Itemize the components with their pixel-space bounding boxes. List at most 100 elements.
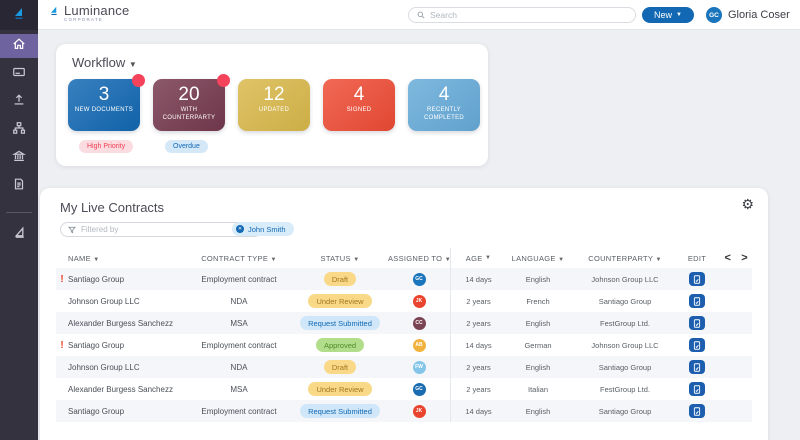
sidebar-item-card[interactable] (0, 62, 38, 86)
global-search[interactable] (408, 7, 636, 23)
cell-age: 14 days (450, 400, 506, 422)
column-header-assigned-to[interactable]: ASSIGNED TO ▼ (388, 253, 451, 263)
assignee-avatar: CC (412, 316, 426, 330)
table-row[interactable]: ! Santiago Group Employment contract Dra… (56, 268, 752, 290)
next-page-icon[interactable]: > (741, 252, 748, 264)
edit-button[interactable] (689, 338, 705, 352)
cell-name: Alexander Burgess Sanchezz (68, 318, 173, 328)
assignee-avatar: FW (412, 360, 426, 374)
upload-icon (12, 93, 26, 112)
status-badge: Draft (323, 272, 357, 286)
workflow-title[interactable]: Workflow ▼ (72, 55, 137, 70)
sidebar-item-sail[interactable] (0, 223, 38, 247)
filter-chip-john-smith[interactable]: ✕ John Smith (232, 222, 294, 236)
assignee-avatar: GC (412, 272, 426, 286)
cell-age: 2 years (450, 290, 506, 312)
filter-funnel-icon (68, 221, 76, 239)
cell-counterparty: Santiago Group (598, 406, 652, 416)
prev-page-icon[interactable]: < (724, 252, 732, 264)
edit-button[interactable] (689, 316, 705, 330)
table-row[interactable]: Santiago Group Employment contract Reque… (56, 400, 752, 422)
sidebar-item-org-chart[interactable] (0, 118, 38, 142)
assignee-avatar: JK (412, 404, 426, 418)
cell-counterparty: Johnson Group LLC (591, 340, 659, 350)
urgent-icon: ! (60, 339, 64, 351)
sidebar-logo[interactable] (0, 0, 38, 30)
search-icon (417, 6, 425, 24)
contracts-panel: My Live Contracts ⚙ ✕ John Smith NAME ▼ … (40, 188, 768, 440)
user-menu[interactable]: GC Gloria Coser (706, 7, 790, 23)
sort-icon: ▼ (353, 256, 360, 263)
cell-age: 14 days (450, 268, 506, 290)
edit-button[interactable] (689, 360, 705, 374)
sort-icon: ▼ (558, 256, 565, 263)
settings-gear-icon[interactable]: ⚙ (741, 196, 754, 212)
status-badge: Under Review (308, 382, 372, 396)
table-row[interactable]: ! Santiago Group Employment contract App… (56, 334, 752, 356)
cell-name: Santiago Group (68, 274, 125, 284)
workflow-card-signed[interactable]: 4 SIGNED (323, 79, 395, 131)
contracts-title: My Live Contracts (60, 200, 165, 215)
edit-button[interactable] (689, 294, 705, 308)
cell-language: English (525, 274, 551, 284)
status-badge: Approved (315, 338, 365, 352)
workflow-card-updated[interactable]: 12 UPDATED (238, 79, 310, 131)
column-header-name[interactable]: NAME ▼ (68, 253, 100, 263)
contract-icon (12, 177, 26, 196)
app-logo[interactable]: Luminance CORPORATE (48, 4, 129, 23)
close-icon[interactable]: ✕ (236, 225, 244, 233)
cell-language: English (525, 362, 551, 372)
table-row[interactable]: Johnson Group LLC NDA Draft FW 2 years E… (56, 356, 752, 378)
sidebar-item-upload[interactable] (0, 90, 38, 114)
top-header: Luminance CORPORATE New ▼ GC Gloria Cose… (38, 0, 800, 30)
sail-icon (12, 225, 27, 245)
cell-contract-type: MSA (230, 384, 248, 394)
app-subtitle: CORPORATE (64, 17, 103, 22)
edit-button[interactable] (689, 272, 705, 286)
table-row[interactable]: Johnson Group LLC NDA Under Review JK 2 … (56, 290, 752, 312)
status-badge: Request Submitted (300, 404, 380, 418)
cell-counterparty: Johnson Group LLC (591, 274, 659, 284)
column-header-language[interactable]: LANGUAGE ▼ (511, 253, 565, 263)
cell-name: Johnson Group LLC (68, 296, 140, 306)
cell-contract-type: MSA (230, 318, 248, 328)
column-header-contract-type[interactable]: CONTRACT TYPE ▼ (201, 253, 277, 263)
sidebar-item-home[interactable] (0, 34, 38, 58)
filter-input[interactable] (81, 225, 254, 234)
notification-dot (132, 74, 145, 87)
notification-dot (217, 74, 230, 87)
table-row[interactable]: Alexander Burgess Sanchezz MSA Under Rev… (56, 378, 752, 400)
new-button[interactable]: New ▼ (642, 7, 694, 23)
column-header-counterparty[interactable]: COUNTERPARTY ▼ (588, 253, 662, 263)
column-header-status[interactable]: STATUS ▼ (320, 253, 360, 263)
cell-language: French (526, 296, 550, 306)
cell-contract-type: Employment contract (201, 274, 277, 284)
assignee-avatar: JK (412, 294, 426, 308)
cell-contract-type: Employment contract (201, 406, 277, 416)
workflow-card-new-documents[interactable]: 3 NEW DOCUMENTS (68, 74, 145, 131)
cell-name: Alexander Burgess Sanchezz (68, 384, 173, 394)
column-header-age[interactable]: AGE ▼ (450, 248, 506, 268)
cell-contract-type: NDA (230, 296, 248, 306)
user-avatar: GC (706, 7, 722, 23)
status-badge: Under Review (308, 294, 372, 308)
sort-icon: ▼ (270, 256, 277, 263)
brand-sail-icon (48, 4, 60, 22)
sidebar-item-contract[interactable] (0, 174, 38, 198)
sidebar-item-institution[interactable] (0, 146, 38, 170)
workflow-card-with-counterparty[interactable]: 20 WITH COUNTERPARTY (153, 74, 230, 131)
cell-age: 2 years (450, 312, 506, 334)
search-input[interactable] (430, 10, 627, 20)
cell-counterparty: FestGroup Ltd. (599, 384, 651, 394)
high-priority-badge[interactable]: High Priority (79, 140, 134, 153)
app-name: Luminance (64, 3, 130, 18)
sidebar-divider (6, 212, 32, 213)
cell-language: German (524, 340, 552, 350)
workflow-card-recently-completed[interactable]: 4 RECENTLY COMPLETED (408, 79, 480, 131)
table-row[interactable]: Alexander Burgess Sanchezz MSA Request S… (56, 312, 752, 334)
overdue-badge[interactable]: Overdue (165, 140, 208, 153)
assignee-avatar: GC (412, 382, 426, 396)
edit-button[interactable] (689, 382, 705, 396)
card-icon (12, 65, 26, 84)
edit-button[interactable] (689, 404, 705, 418)
